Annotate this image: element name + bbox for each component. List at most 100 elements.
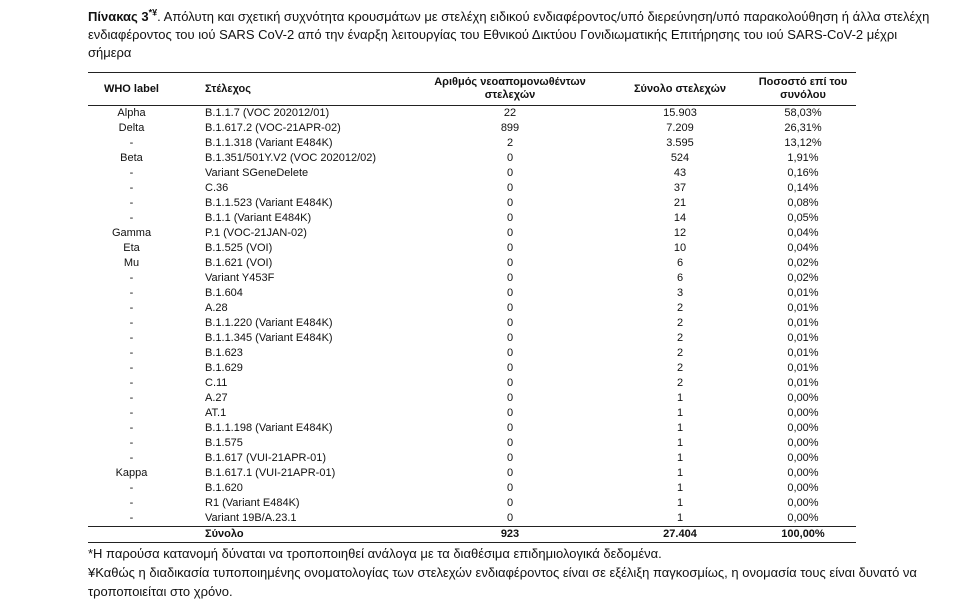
table-cell: - [129,437,134,449]
table-cell: 2 [676,332,684,344]
table-cell: - [129,347,134,359]
table-cell: B.1.623 [205,347,243,359]
table-cell: 10 [673,242,687,254]
table-cell: 0,05% [787,212,819,224]
table-row: - AT.1 0 1 0,00% [88,406,856,421]
table-cell: 1 [676,437,684,449]
table-cell: 1,91% [787,152,819,164]
table-row: - C.36 0 37 0,14% [88,181,856,196]
table-cell: B.1.351/501Y.V2 (VOC 202012/02) [205,152,377,164]
table-cell: B.1.1 (Variant E484K) [205,212,312,224]
table-cell: Delta [118,122,145,134]
table-cell: 0,08% [787,197,819,209]
table-cell: 0 [506,227,514,239]
table-cell: R1 (Variant E484K) [205,497,300,509]
table-row: - B.1.623 0 2 0,01% [88,346,856,361]
table-cell: B.1.620 [205,482,243,494]
table-cell: 0,00% [787,482,819,494]
table-cell: B.1.604 [205,287,243,299]
table-cell: 0,16% [787,167,819,179]
table-cell: 2 [676,362,684,374]
table-cell: 0,01% [787,347,819,359]
table-cell: 0 [506,452,514,464]
table-cell: 0,02% [787,272,819,284]
title-label: Πίνακας 3*¥ [88,7,158,24]
table-cell: 0 [506,362,514,374]
table-cell: 26,31% [784,122,822,134]
table-cell: B.1.617.2 (VOC-21APR-02) [205,122,341,134]
table-cell: C.36 [205,182,229,194]
table-row: Gamma P.1 (VOC-21JAN-02) 0 12 0,04% [88,226,856,241]
table-cell: 0 [506,482,514,494]
table-row: - B.1.1 (Variant E484K) 0 14 0,05% [88,211,856,226]
table-cell: P.1 (VOC-21JAN-02) [205,227,307,239]
table-cell: 0,01% [787,332,819,344]
table-cell: 0,04% [787,242,819,254]
table-cell: 0 [506,377,514,389]
table-row: - B.1.1.220 (Variant E484K) 0 2 0,01% [88,316,856,331]
table-cell: Beta [120,152,143,164]
table-cell: 6 [676,257,684,269]
table-cell: 37 [673,182,687,194]
table-cell: Alpha [117,107,146,119]
table-cell: 1 [676,407,684,419]
table-cell: 12 [673,227,687,239]
table-row: Kappa B.1.617.1 (VUI-21APR-01) 0 1 0,00% [88,466,856,481]
table-cell: 0 [506,197,514,209]
table-cell: Kappa [115,467,148,479]
table-cell: - [129,392,134,404]
footnote: *Η παρούσα κατανομή δύναται να τροποποιη… [88,546,662,561]
table-cell: - [129,182,134,194]
table-cell: A.27 [205,392,228,404]
table-cell: C.11 [205,377,228,389]
table-row: - Variant Y453F 0 6 0,02% [88,271,856,286]
table-cell: 0,01% [787,287,819,299]
title-marks: *¥ [148,7,158,18]
column-header: Ποσοστό επί του συνόλου [750,72,856,106]
table-row: - B.1.575 0 1 0,00% [88,436,856,451]
table-row: Alpha B.1.1.7 (VOC 202012/01) 22 15.903 58,0… [88,106,856,122]
table-cell: 0 [506,272,514,284]
table-cell: 3 [676,287,684,299]
table-cell: - [129,422,134,434]
table-cell: 2 [506,137,514,149]
table-cell: 524 [670,152,690,164]
table-cell: 0 [506,347,514,359]
variants-table: WHO label Στέλεχος Αριθμός νεοαπομονωθέντω… [88,72,856,543]
table-cell: B.1.1.7 (VOC 202012/01) [205,107,330,119]
table-row: - B.1.1.523 (Variant E484K) 0 21 0,08% [88,196,856,211]
table-cell: 58,03% [784,107,822,119]
table-row: - B.1.1.198 (Variant E484K) 0 1 0,00% [88,421,856,436]
table-cell: B.1.1.345 (Variant E484K) [205,332,333,344]
table-cell: Variant Y453F [205,272,275,284]
table-cell: 0 [506,497,514,509]
total-cell: 100,00% [750,526,856,543]
column-header: Στέλεχος [175,72,410,106]
table-cell: 1 [676,467,684,479]
table-cell: 21 [673,197,687,209]
table-cell: Mu [123,257,140,269]
footnote: ¥Καθώς η διαδικασία τυποποιημένης ονοματ… [88,565,917,599]
table-cell: 3.595 [666,137,694,149]
column-header: Σύνολο στελεχών [610,72,750,106]
table-cell: B.1.575 [205,437,243,449]
table-cell: 2 [676,347,684,359]
total-cell: 27.404 [610,526,750,543]
table-row: Delta B.1.617.2 (VOC-21APR-02) 899 7.209 26,… [88,121,856,136]
table-row: - B.1.617 (VUI-21APR-01) 0 1 0,00% [88,451,856,466]
table-cell: 0,01% [787,362,819,374]
footnotes: *Η παρούσα κατανομή δύναται να τροποποιη… [88,544,938,601]
table-cell: 2 [676,317,684,329]
table-cell: B.1.617.1 (VUI-21APR-01) [205,467,336,479]
table-cell: 0 [506,407,514,419]
table-cell: - [129,167,134,179]
table-row: - C.11 0 2 0,01% [88,376,856,391]
column-header: Αριθμός νεοαπομονωθέντων στελεχών [410,72,610,106]
table-cell: - [129,272,134,284]
table-cell: 0,00% [787,407,819,419]
table-cell: - [129,287,134,299]
table-cell: 1 [676,392,684,404]
table-cell: - [129,452,134,464]
table-row: - A.28 0 2 0,01% [88,301,856,316]
